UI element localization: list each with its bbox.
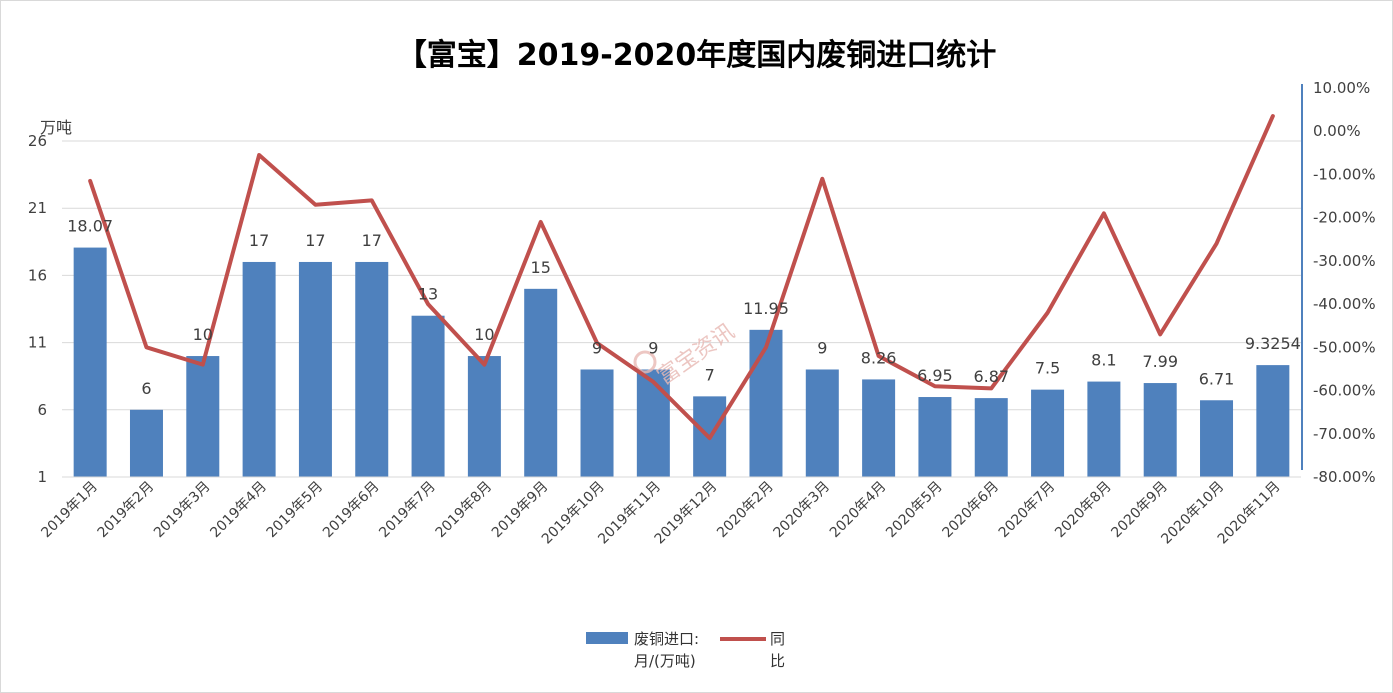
watermark-logo-icon bbox=[633, 350, 657, 374]
bar-data-label: 17 bbox=[249, 231, 269, 250]
y2-tick-label: -40.00% bbox=[1313, 295, 1376, 313]
bar bbox=[805, 369, 839, 477]
x-tick-label: 2020年6月 bbox=[939, 479, 1002, 542]
y-tick-label: 6 bbox=[37, 401, 47, 419]
bar-data-label: 9.3254 bbox=[1245, 334, 1301, 353]
bar bbox=[411, 315, 445, 477]
chart-title: 【富宝】2019-2020年度国内废铜进口统计 bbox=[396, 38, 997, 73]
bar-data-label: 6.71 bbox=[1199, 369, 1235, 388]
bar-data-label: 15 bbox=[531, 258, 551, 277]
bar bbox=[242, 261, 276, 477]
bar-data-label: 6.87 bbox=[973, 367, 1009, 386]
watermark-text: 富宝资讯 bbox=[653, 319, 739, 390]
bar bbox=[1143, 383, 1177, 477]
bar-data-label: 7.99 bbox=[1142, 352, 1178, 371]
bar-data-label: 10 bbox=[474, 325, 494, 344]
x-tick-label: 2020年5月 bbox=[883, 479, 946, 542]
bar bbox=[580, 369, 614, 477]
bar bbox=[524, 288, 558, 477]
bar bbox=[129, 409, 163, 477]
legend-bar-label: 废铜进口:月/(万吨) bbox=[634, 630, 700, 670]
x-tick-label: 2019年1月 bbox=[38, 479, 101, 542]
legend-bar-swatch bbox=[586, 632, 628, 644]
x-tick-label: 2020年3月 bbox=[771, 479, 834, 542]
bar-data-label: 9 bbox=[648, 338, 658, 357]
y2-tick-label: -80.00% bbox=[1313, 468, 1376, 486]
bar-data-label: 17 bbox=[362, 231, 382, 250]
bar bbox=[1256, 365, 1290, 477]
legend-line-swatch bbox=[720, 637, 766, 641]
y2-tick-label: -50.00% bbox=[1313, 338, 1376, 356]
y-tick-label: 16 bbox=[28, 266, 47, 284]
bar bbox=[749, 329, 783, 477]
y2-tick-label: -10.00% bbox=[1313, 165, 1376, 183]
y-tick-label: 21 bbox=[28, 199, 47, 217]
bar-data-label: 9 bbox=[592, 338, 602, 357]
x-tick-label: 2019年8月 bbox=[433, 479, 496, 542]
bar bbox=[73, 247, 107, 477]
legend-line-label: 同比 bbox=[770, 630, 786, 670]
bar bbox=[1087, 381, 1121, 477]
bar-data-label: 13 bbox=[418, 285, 438, 304]
y2-tick-label: -20.00% bbox=[1313, 209, 1376, 227]
bar bbox=[1200, 400, 1234, 477]
x-tick-label: 2019年4月 bbox=[207, 479, 270, 542]
bar bbox=[467, 356, 501, 477]
bar-data-label: 17 bbox=[305, 231, 325, 250]
y2-tick-label: -30.00% bbox=[1313, 252, 1376, 270]
bar bbox=[298, 261, 332, 477]
bar-data-label: 8.1 bbox=[1091, 351, 1116, 370]
bar bbox=[974, 398, 1008, 477]
bar bbox=[186, 356, 220, 477]
x-tick-label: 2019年3月 bbox=[151, 479, 214, 542]
bar-data-label: 7 bbox=[705, 365, 715, 384]
y2-tick-label: 10.00% bbox=[1313, 79, 1370, 97]
bar-data-label: 10 bbox=[193, 325, 213, 344]
bar bbox=[355, 261, 389, 477]
bar bbox=[918, 397, 952, 477]
bar-data-label: 7.5 bbox=[1035, 359, 1060, 378]
bar-data-label: 11.95 bbox=[743, 299, 789, 318]
x-tick-label: 2020年2月 bbox=[714, 479, 777, 542]
bar bbox=[862, 379, 896, 477]
x-tick-label: 2020年4月 bbox=[827, 479, 890, 542]
y2-tick-label: -60.00% bbox=[1313, 382, 1376, 400]
bar-data-label: 9 bbox=[817, 338, 827, 357]
bar-data-label: 6.95 bbox=[917, 366, 953, 385]
bar-data-label: 18.07 bbox=[67, 217, 113, 236]
x-tick-label: 2020年8月 bbox=[1052, 479, 1115, 542]
bar-data-label: 6 bbox=[141, 379, 151, 398]
yoy-line bbox=[88, 114, 1275, 441]
y-tick-label: 1 bbox=[37, 468, 47, 486]
bar bbox=[636, 369, 670, 477]
y2-tick-label: -70.00% bbox=[1313, 425, 1376, 443]
y-tick-label: 11 bbox=[28, 334, 47, 352]
x-tick-label: 2019年7月 bbox=[376, 479, 439, 542]
x-tick-label: 2019年6月 bbox=[320, 479, 383, 542]
y-axis-label: 万吨 bbox=[40, 118, 72, 137]
x-tick-label: 2019年2月 bbox=[95, 479, 158, 542]
x-tick-label: 2020年7月 bbox=[996, 479, 1059, 542]
x-tick-label: 2019年5月 bbox=[264, 479, 327, 542]
y2-tick-label: 0.00% bbox=[1313, 122, 1361, 140]
y-tick-label: 26 bbox=[28, 132, 47, 150]
bar-data-label: 8.26 bbox=[861, 348, 897, 367]
bar bbox=[1031, 389, 1065, 477]
